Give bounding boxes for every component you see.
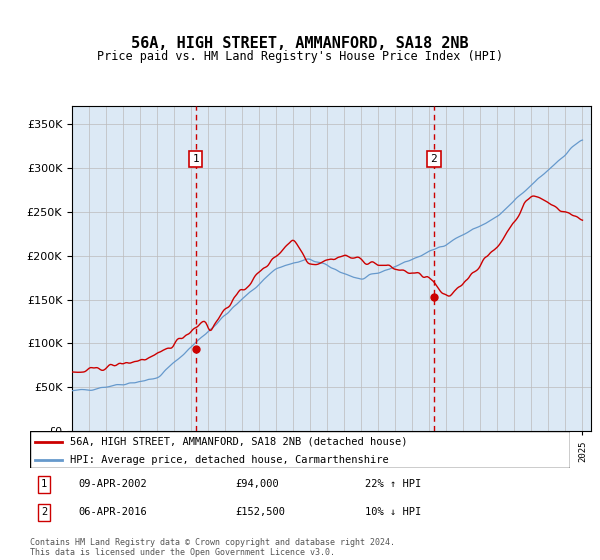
Text: 09-APR-2002: 09-APR-2002: [79, 479, 148, 489]
Text: Contains HM Land Registry data © Crown copyright and database right 2024.
This d: Contains HM Land Registry data © Crown c…: [30, 538, 395, 557]
Text: £94,000: £94,000: [235, 479, 279, 489]
Text: 56A, HIGH STREET, AMMANFORD, SA18 2NB (detached house): 56A, HIGH STREET, AMMANFORD, SA18 2NB (d…: [71, 436, 408, 446]
Text: 22% ↑ HPI: 22% ↑ HPI: [365, 479, 421, 489]
Text: 1: 1: [193, 154, 199, 164]
Text: Price paid vs. HM Land Registry's House Price Index (HPI): Price paid vs. HM Land Registry's House …: [97, 50, 503, 63]
Text: HPI: Average price, detached house, Carmarthenshire: HPI: Average price, detached house, Carm…: [71, 455, 389, 465]
Text: 1: 1: [41, 479, 47, 489]
Text: £152,500: £152,500: [235, 507, 285, 517]
Text: 2: 2: [41, 507, 47, 517]
FancyBboxPatch shape: [30, 431, 570, 468]
Text: 10% ↓ HPI: 10% ↓ HPI: [365, 507, 421, 517]
Text: 56A, HIGH STREET, AMMANFORD, SA18 2NB: 56A, HIGH STREET, AMMANFORD, SA18 2NB: [131, 36, 469, 52]
Text: 06-APR-2016: 06-APR-2016: [79, 507, 148, 517]
Text: 2: 2: [431, 154, 437, 164]
